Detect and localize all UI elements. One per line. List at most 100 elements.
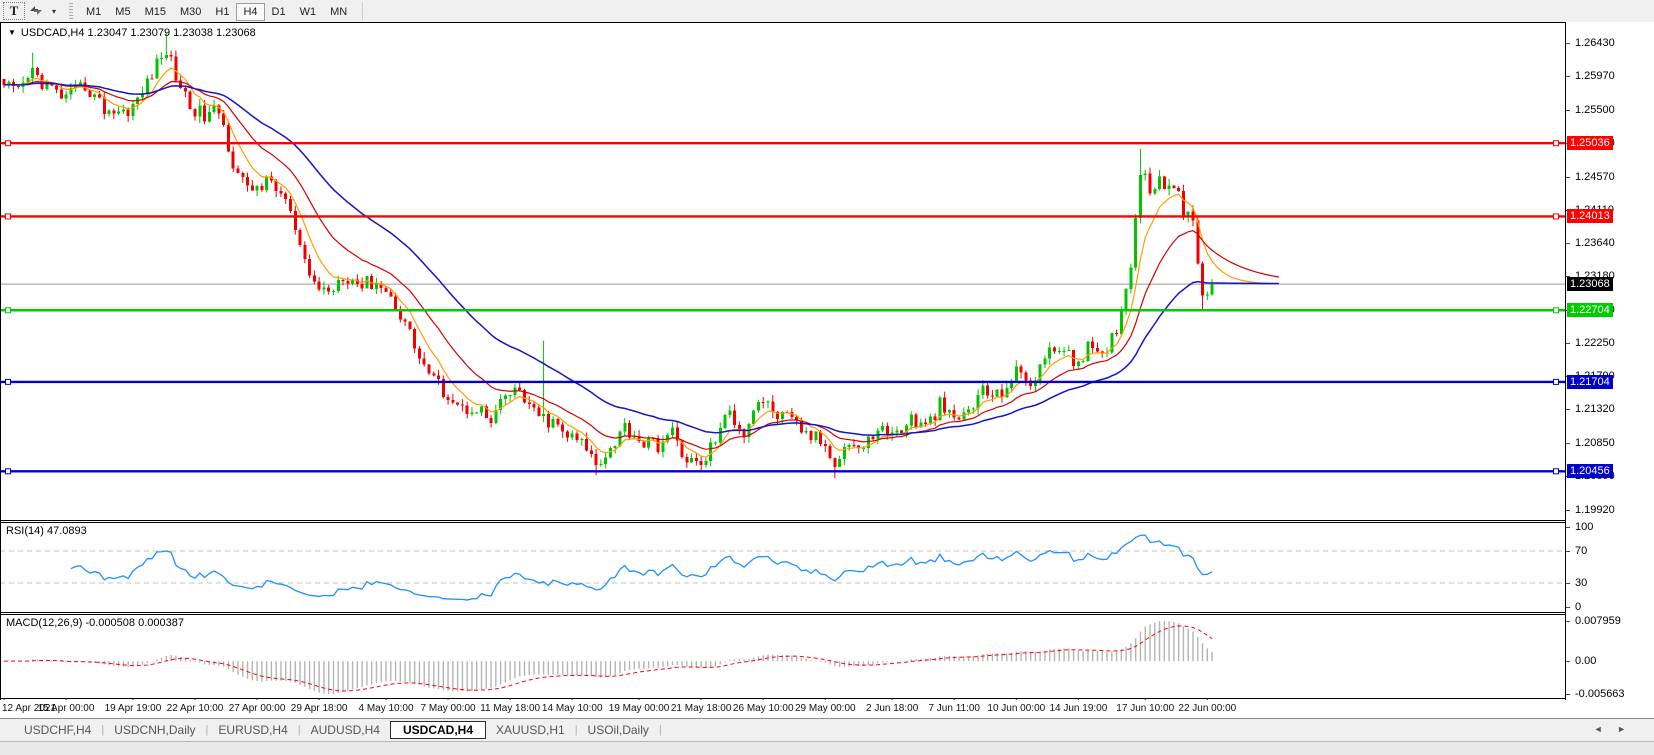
tab-separator: | [205,724,209,736]
rsi-indicator-label: RSI(14) 47.0893 [6,525,87,537]
tab-audusd-h4[interactable]: AUDUSD,H4 [310,723,380,737]
chart-title-text: USDCAD,H4 1.23047 1.23079 1.23038 1.2306… [20,27,256,39]
axis-tick-mark [1566,109,1570,111]
tab-separator: | [297,724,301,736]
date-label: 7 May 00:00 [420,703,476,714]
tab-usoil-daily[interactable]: USOil,Daily [587,723,649,737]
date-label: 12 Apr 2021 [2,703,56,714]
date-label: 15 Apr 00:00 [37,703,95,714]
price-line-badge: 1.22704 [1567,303,1613,318]
candlestick-chart-canvas[interactable] [0,22,1566,718]
axis-tick-mark [1566,694,1570,695]
toolbar-grip[interactable] [69,3,73,19]
axis-tick-mark [1566,443,1570,445]
tabs-scroll-left-button[interactable]: ◄ [1593,724,1603,734]
date-label: 2 Jun 18:00 [866,703,919,714]
macd-tick-label: 0.007959 [1575,615,1621,627]
price-tick-label: 1.25500 [1575,103,1615,116]
price-tick-label: 1.23640 [1575,237,1615,250]
price-line-badge: 1.20456 [1567,464,1613,479]
timeframe-button-h1[interactable]: H1 [208,3,236,21]
timeframe-button-group: M1 M5 M15 M30 H1 H4 D1 W1 MN [79,2,354,21]
timeframe-button-mn[interactable]: MN [323,3,354,21]
macd-indicator-label: MACD(12,26,9) -0.000508 0.000387 [6,617,184,629]
tab-eurusd-h4[interactable]: EURUSD,H4 [218,723,288,737]
date-label: 4 May 10:00 [358,703,414,714]
timeframe-button-h4[interactable]: H4 [236,2,265,21]
price-tick-label: 1.19920 [1575,503,1615,516]
axis-tick-mark [1566,509,1570,511]
axis-tick-mark [1566,76,1570,78]
rsi-tick-label: 70 [1575,545,1588,557]
timeframe-button-m5[interactable]: M5 [108,3,137,21]
axis-tick-mark [1566,551,1570,552]
axis-tick-mark [1566,43,1570,45]
price-tick-label: 1.21320 [1575,403,1615,416]
axis-tick-mark [1566,621,1570,622]
arrows-dropdown-caret-icon[interactable]: ▾ [47,2,61,20]
date-label: 26 May 10:00 [732,703,794,714]
price-tick-label: 1.20850 [1575,437,1615,450]
date-label: 27 Apr 00:00 [228,703,286,714]
price-tick-label: 1.24570 [1575,170,1615,183]
timeframe-button-m15[interactable]: M15 [138,3,173,21]
tab-usdcnh-daily[interactable]: USDCNH,Daily [114,723,196,737]
date-label: 10 Jun 00:00 [987,703,1046,714]
arrows-tool-button[interactable] [25,2,47,20]
main-toolbar: T ▾ M1 M5 M15 M30 H1 H4 D1 W1 MN [0,0,1654,22]
date-label: 17 Jun 10:00 [1116,703,1175,714]
tab-separator: | [574,724,578,736]
axis-tick-mark [1566,243,1570,245]
axis-tick-mark [1566,342,1570,344]
price-tick-label: 1.25970 [1575,70,1615,83]
chart-menu-caret-icon[interactable]: ▼ [8,28,16,37]
price-axis[interactable]: 1.264301.259701.255001.250401.245701.241… [1566,22,1654,718]
date-label: 14 Jun 19:00 [1049,703,1108,714]
rsi-tick-label: 30 [1575,577,1588,589]
date-label: 22 Apr 10:00 [166,703,224,714]
axis-tick-mark [1566,661,1570,663]
price-line-badge: 1.25036 [1567,136,1613,151]
timeframe-button-m1[interactable]: M1 [79,3,108,21]
tab-separator: | [101,724,105,736]
time-axis[interactable]: 12 Apr 2021 15 Apr 00:00 19 Apr 19:00 22 Ap… [0,700,1566,718]
timeframe-button-m30[interactable]: M30 [173,3,208,21]
axis-tick-mark [1566,583,1570,584]
toolbar-separator [362,2,364,20]
price-tick-label: 1.26430 [1575,37,1615,50]
date-label: 22 Jun 00:00 [1178,703,1237,714]
tabs-scroll-right-button[interactable]: ► [1617,724,1626,734]
axis-tick-mark [1566,276,1570,278]
tab-separator: | [658,724,662,736]
rsi-tick-label: 100 [1575,521,1594,533]
date-label: 19 May 00:00 [608,703,670,714]
axis-tick-mark [1566,176,1570,178]
price-line-badge: 1.21704 [1567,374,1613,389]
tab-usdchf-h4[interactable]: USDCHF,H4 [24,723,92,737]
macd-tick-label: -0.005663 [1575,688,1625,700]
chart-window: ▼ USDCAD,H4 1.23047 1.23079 1.23038 1.230… [0,22,1654,718]
date-label: 21 May 18:00 [670,703,732,714]
rsi-tick-label: 0 [1575,601,1582,613]
date-label: 29 Apr 18:00 [290,703,348,714]
chart-title: ▼ USDCAD,H4 1.23047 1.23079 1.23038 1.230… [8,27,256,39]
price-line-badge: 1.24013 [1567,209,1613,224]
date-label: 29 May 00:00 [794,703,856,714]
text-tool-button[interactable]: T [3,2,25,20]
symbol-tab-bar: USDCHF,H4 | USDCNH,Daily | EURUSD,H4 | AUDUSD,… [0,718,1654,741]
current-price-badge: 1.23068 [1567,277,1613,292]
date-label: 19 Apr 19:00 [104,703,162,714]
date-label: 11 May 18:00 [480,703,541,714]
tab-usdcad-h4[interactable]: USDCAD,H4 [389,721,486,739]
date-label: 14 May 10:00 [541,703,603,714]
axis-tick-mark [1566,527,1570,528]
axis-tick-mark [1566,409,1570,411]
timeframe-button-w1[interactable]: W1 [293,3,324,21]
status-bar [0,741,1654,755]
arrows-icon [29,4,43,19]
tab-xauusd-h1[interactable]: XAUUSD,H1 [496,723,565,737]
macd-tick-label: 0.00 [1575,655,1597,668]
axis-tick-mark [1566,607,1570,608]
timeframe-button-d1[interactable]: D1 [265,3,293,21]
date-label: 7 Jun 11:00 [928,703,980,714]
